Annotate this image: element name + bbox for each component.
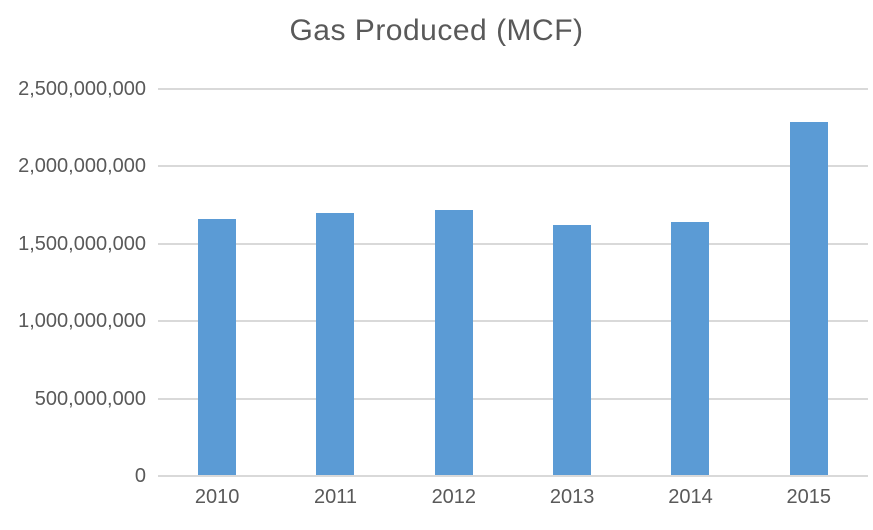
x-axis-labels: 2010 2011 2012 2013 2014 2015 [158,486,868,509]
bar-slot [513,89,631,476]
gridline [158,242,868,245]
gridline [158,165,868,168]
gridline [158,320,868,323]
x-tick-label: 2012 [431,486,477,508]
x-tick-label: 2014 [668,486,713,508]
bars-container [158,89,868,476]
y-tick-label: 2,000,000,000 [18,155,146,178]
bar-slot [631,89,749,476]
bar-2011 [316,212,355,476]
bar-slot [395,89,513,476]
y-tick-label: 0 [134,465,146,487]
y-tick-label: 1,000,000,000 [18,310,146,333]
y-tick-label: 1,500,000,000 [18,232,146,255]
bar-2013 [553,225,592,476]
x-tick-label: 2011 [313,486,357,508]
y-tick-label: 500,000,000 [34,387,146,410]
y-tick-label: 2,500,000,000 [18,78,146,100]
y-axis-labels: 0 500,000,000 1,000,000,000 1,500,000,000 2,… [0,0,146,530]
bar-slot [158,89,276,476]
gridline [158,88,868,90]
bar-2015 [789,121,828,476]
bar-2012 [434,209,473,476]
x-tick-label: 2013 [549,486,595,508]
x-tick-label: 2010 [194,486,240,508]
chart-title: Gas Produced (MCF) [289,14,584,47]
gridline [158,397,868,400]
bar-slot [750,89,868,476]
bar-2014 [671,222,710,476]
bar-slot [276,89,394,476]
bar-2010 [198,219,237,476]
x-axis-line [158,475,868,477]
plot-area [158,88,868,477]
x-tick-label: 2015 [786,486,832,508]
